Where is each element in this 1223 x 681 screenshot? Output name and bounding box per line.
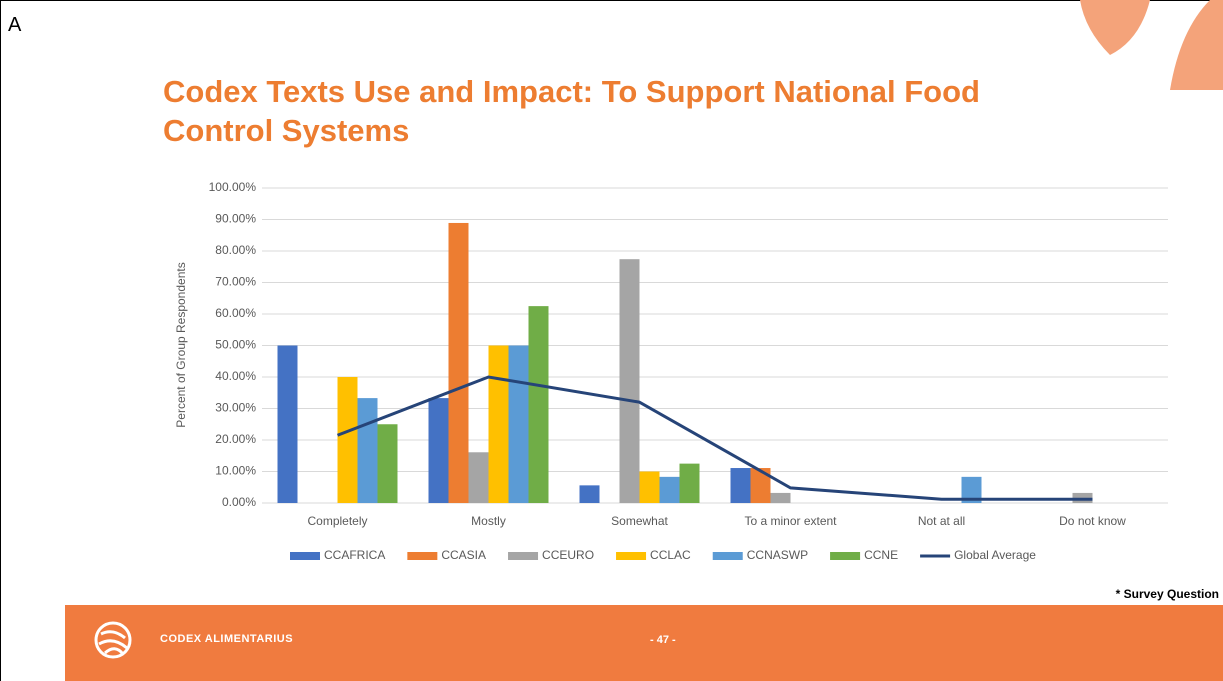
- y-tick-label: 20.00%: [215, 432, 256, 446]
- decor-shape: [1170, 0, 1223, 90]
- bar: [277, 345, 298, 503]
- y-tick-label: 80.00%: [215, 243, 256, 257]
- bar: [619, 259, 640, 503]
- slide-title: Codex Texts Use and Impact: To Support N…: [163, 74, 980, 148]
- legend-swatch: [508, 552, 539, 560]
- legend-swatch: [407, 552, 438, 560]
- logo: [94, 621, 132, 659]
- y-tick-label: 30.00%: [215, 401, 256, 415]
- bar: [468, 452, 489, 503]
- bar: [961, 476, 982, 503]
- bar: [750, 468, 771, 503]
- y-tick-label: 40.00%: [215, 369, 256, 383]
- slide-label: A: [8, 14, 22, 36]
- x-tick-label: Completely: [307, 514, 367, 528]
- y-tick-label: 70.00%: [215, 275, 256, 289]
- legend-swatch: [830, 552, 861, 560]
- y-tick-label: 60.00%: [215, 306, 256, 320]
- note: * Survey Question: [1115, 587, 1219, 601]
- y-axis-title: Percent of Group Respondents: [174, 262, 188, 427]
- y-tick-label: 50.00%: [215, 338, 256, 352]
- x-tick-label: Not at all: [918, 514, 965, 528]
- legend-label: CCLAC: [650, 548, 691, 562]
- bar: [659, 476, 680, 503]
- legend-swatch: [616, 552, 647, 560]
- bar: [357, 398, 378, 503]
- x-tick-label: To a minor extent: [744, 514, 837, 528]
- decor-shape: [1080, 0, 1150, 55]
- bar: [377, 424, 398, 503]
- brand: CODEX ALIMENTARIUS: [160, 633, 294, 645]
- bar: [730, 468, 751, 503]
- legend-label: CCASIA: [441, 548, 486, 562]
- bar: [679, 463, 700, 503]
- bar: [770, 492, 791, 503]
- page-number: - 47 -: [650, 634, 676, 646]
- legend-label: CCNE: [864, 548, 898, 562]
- legend-swatch: [712, 552, 743, 560]
- footer: CODEX ALIMENTARIUS - 47 -: [65, 605, 1223, 681]
- legend-swatch: [290, 552, 320, 560]
- legend-label: CCNASWP: [747, 548, 808, 562]
- bar: [428, 398, 449, 503]
- bar: [528, 306, 549, 503]
- legend-label: CCEURO: [542, 548, 594, 562]
- x-tick-label: Somewhat: [611, 514, 668, 528]
- y-tick-label: 10.00%: [215, 464, 256, 478]
- y-tick-label: 0.00%: [222, 495, 256, 509]
- bar: [579, 485, 600, 503]
- x-tick-label: Mostly: [471, 514, 506, 528]
- bar: [639, 471, 660, 503]
- bar: [508, 345, 529, 503]
- legend-label: CCAFRICA: [324, 548, 385, 562]
- bar: [448, 222, 469, 503]
- bar: [337, 377, 358, 503]
- y-tick-label: 100.00%: [209, 180, 257, 194]
- bar: [488, 345, 509, 503]
- legend-label: Global Average: [954, 548, 1036, 562]
- line: [336, 375, 1093, 501]
- y-tick-label: 90.00%: [215, 212, 256, 226]
- x-tick-label: Do not know: [1059, 514, 1126, 528]
